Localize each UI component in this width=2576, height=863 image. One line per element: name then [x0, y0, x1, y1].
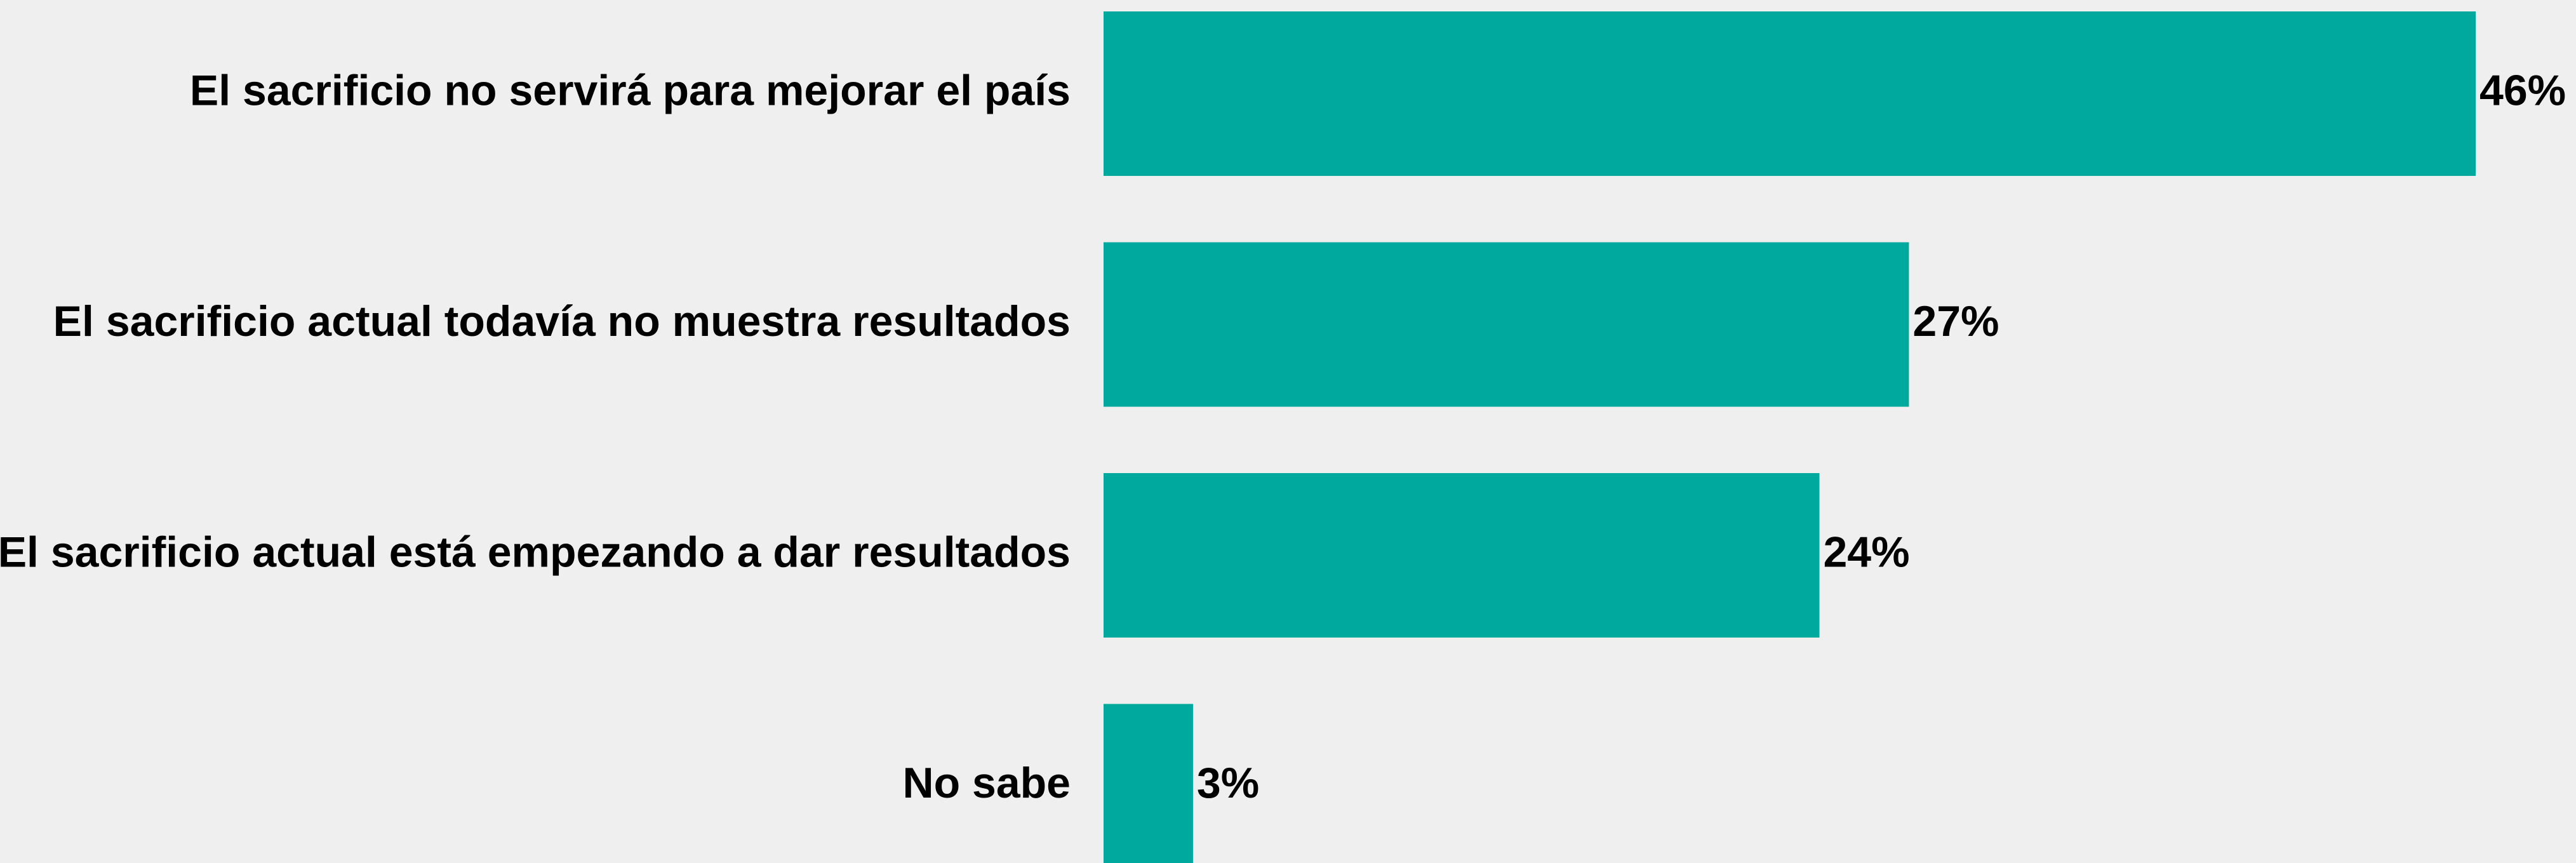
value-label: 3% [1197, 759, 1259, 807]
value-label: 46% [2479, 66, 2566, 114]
bar [1104, 473, 1820, 638]
bar [1104, 11, 2476, 176]
bar [1104, 242, 1909, 407]
category-label: El sacrificio actual está empezando a da… [0, 528, 1071, 576]
category-label: El sacrificio no servirá para mejorar el… [190, 66, 1071, 114]
value-label: 24% [1823, 528, 1909, 576]
value-label: 27% [1912, 297, 1999, 345]
category-label: No sabe [902, 759, 1071, 807]
bar [1104, 704, 1193, 863]
category-label: El sacrificio actual todavía no muestra … [53, 297, 1071, 345]
